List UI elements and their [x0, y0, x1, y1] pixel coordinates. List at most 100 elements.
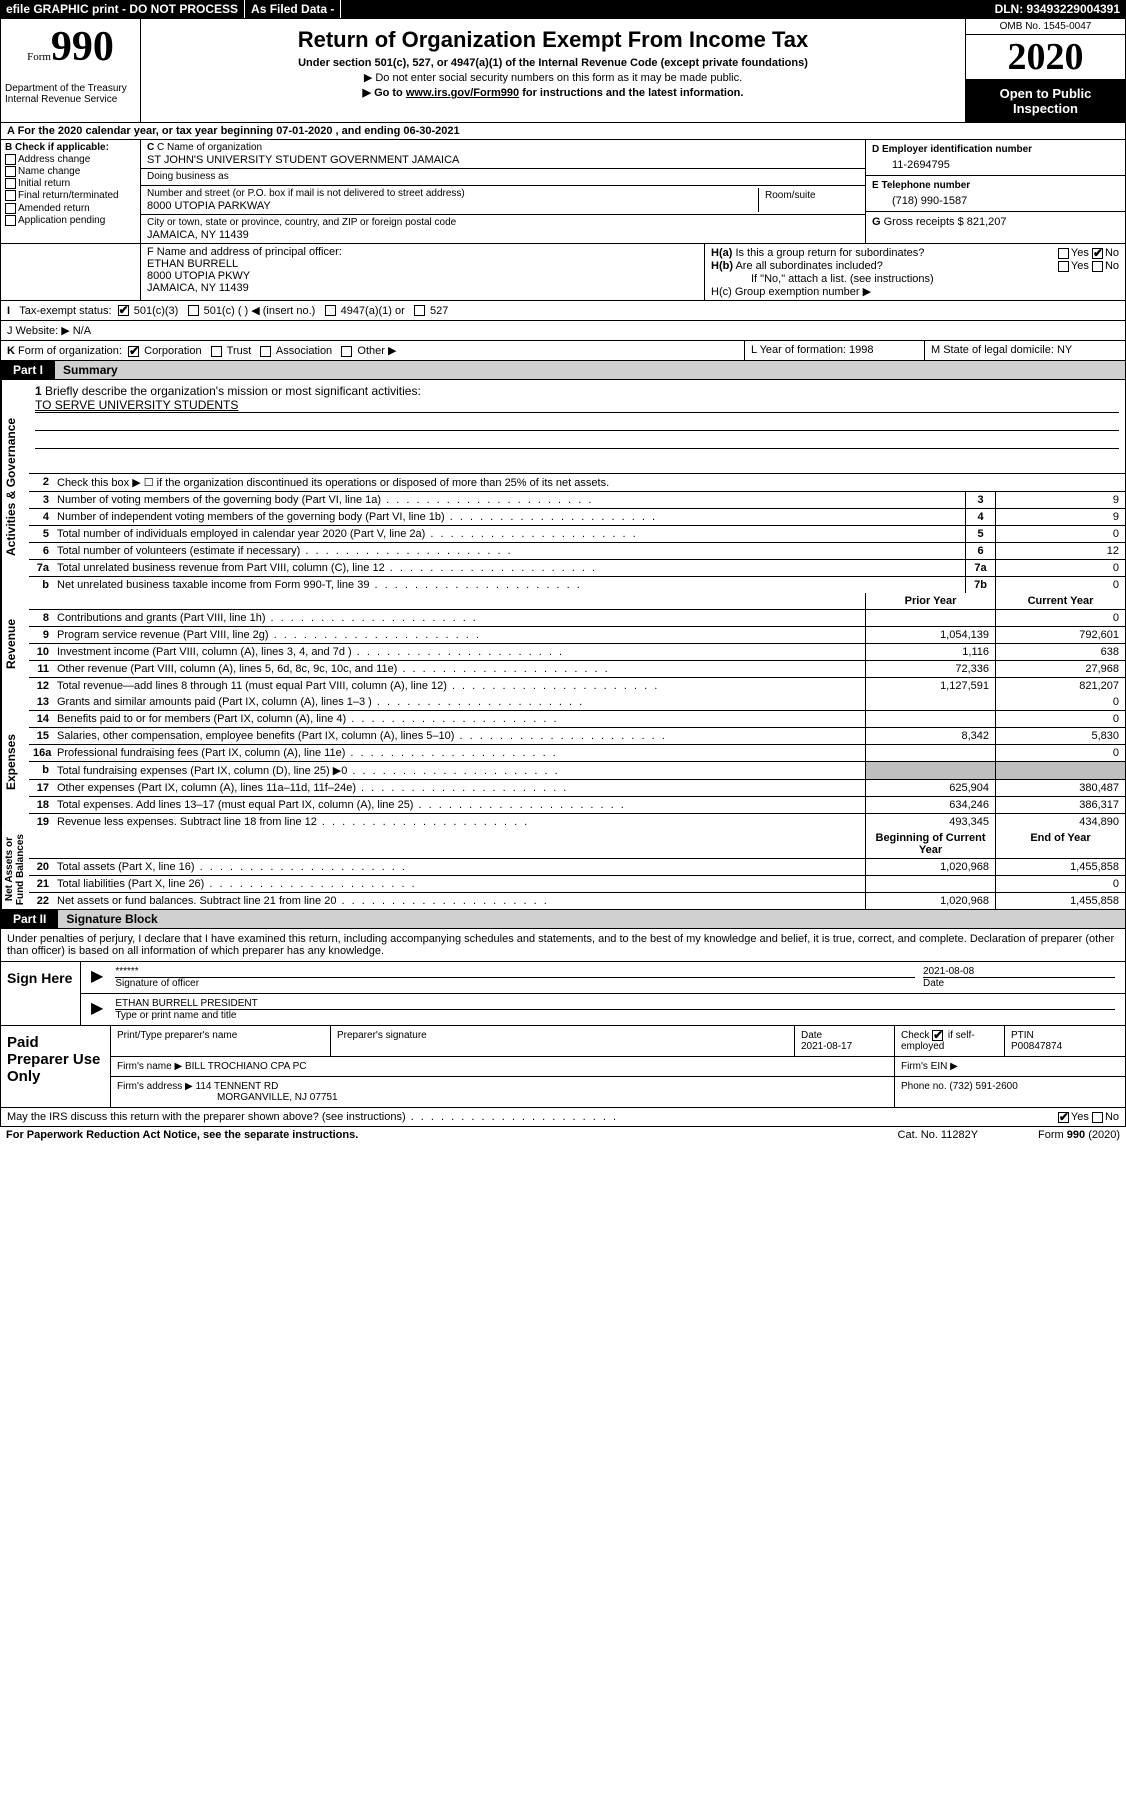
tel-lbl: E Telephone number [872, 180, 1119, 191]
m-state: M State of legal domicile: NY [925, 341, 1125, 360]
row-i: I Tax-exempt status: 501(c)(3) 501(c) ( … [0, 301, 1126, 321]
sig-stars: ****** [115, 966, 915, 977]
form-number: 990 [51, 24, 114, 70]
hb-lbl: H(b) Are all subordinates included? [711, 260, 1058, 272]
dba-lbl: Doing business as [147, 171, 859, 182]
firm-name: Firm's name ▶ BILL TROCHIANO CPA PC [111, 1057, 895, 1076]
addr-lbl: Number and street (or P.O. box if mail i… [147, 188, 758, 199]
prep-date: Date2021-08-17 [795, 1026, 895, 1056]
room-lbl: Room/suite [765, 190, 853, 201]
c-name: ST JOHN'S UNIVERSITY STUDENT GOVERNMENT … [147, 154, 859, 166]
row-j: J Website: ▶ N/A [0, 321, 1126, 341]
chk-amended[interactable]: Amended return [5, 203, 136, 214]
form-title: Return of Organization Exempt From Incom… [145, 27, 961, 53]
footer-right: Form 990 (2020) [1038, 1129, 1120, 1141]
chk-527[interactable] [414, 305, 425, 316]
footer-left: For Paperwork Reduction Act Notice, see … [6, 1129, 358, 1141]
gross: 821,207 [967, 216, 1007, 228]
paid-preparer-lbl: Paid Preparer Use Only [1, 1026, 111, 1107]
ha-lbl: H(a) Is this a group return for subordin… [711, 247, 1058, 259]
chk-corp[interactable] [128, 346, 139, 357]
discuss-yn[interactable]: Yes No [1058, 1111, 1119, 1123]
vtab-rev: Revenue [1, 593, 29, 694]
part2-title: Signature Block [58, 910, 1125, 928]
city-lbl: City or town, state or province, country… [147, 217, 859, 228]
discuss-row: May the IRS discuss this return with the… [0, 1108, 1126, 1127]
chk-address[interactable]: Address change [5, 154, 136, 165]
firm-addr: Firm's address ▶ 114 TENNENT RDMORGANVIL… [111, 1077, 895, 1107]
gross-lbl: G Gross receipts $ [872, 216, 967, 228]
efile-text: efile GRAPHIC print - DO NOT PROCESS [0, 0, 245, 18]
form-ssn-note: ▶ Do not enter social security numbers o… [145, 71, 961, 84]
part2-header: Part II Signature Block [0, 910, 1126, 929]
sign-here-lbl: Sign Here [1, 962, 81, 1025]
firm-phone: Phone no. (732) 591-2600 [895, 1077, 1125, 1107]
sig-declaration: Under penalties of perjury, I declare th… [1, 929, 1125, 961]
tel: (718) 990-1587 [872, 195, 1119, 207]
chk-name[interactable]: Name change [5, 166, 136, 177]
section-bcd: B Check if applicable: Address change Na… [0, 140, 1126, 244]
form-label: Form [27, 51, 51, 63]
sig-of-officer: Signature of officer [115, 977, 915, 989]
hb-yn[interactable]: Yes No [1058, 260, 1119, 272]
tax-year: 2020 [966, 35, 1125, 80]
sig-name: ETHAN BURRELL PRESIDENT [115, 998, 1115, 1009]
chk-501c[interactable] [188, 305, 199, 316]
chk-final[interactable]: Final return/terminated [5, 190, 136, 201]
f-addr2: JAMAICA, NY 11439 [147, 282, 698, 294]
form-header: Form990 Department of the Treasury Inter… [0, 18, 1126, 123]
prior-year-hdr: Prior Year [865, 593, 995, 609]
ha-yn[interactable]: Yes No [1058, 247, 1119, 259]
prep-selfemp[interactable]: Check if self-employed [895, 1026, 1005, 1056]
dln: DLN: 93493229004391 [989, 0, 1126, 18]
part1-tag: Part I [1, 361, 55, 379]
ein-lbl: D Employer identification number [872, 144, 1119, 155]
prep-name-hdr: Print/Type preparer's name [111, 1026, 331, 1056]
section-fh: F Name and address of principal officer:… [0, 244, 1126, 301]
sig-name-lbl: Type or print name and title [115, 1009, 1115, 1021]
hb-note: If "No," attach a list. (see instruction… [711, 273, 1119, 285]
part2-tag: Part II [1, 910, 58, 928]
signature-block: Under penalties of perjury, I declare th… [0, 929, 1126, 1108]
footer-mid: Cat. No. 11282Y [898, 1129, 979, 1141]
firm-ein: Firm's EIN ▶ [895, 1057, 1125, 1076]
omb: OMB No. 1545-0047 [966, 19, 1125, 35]
chk-assoc[interactable] [260, 346, 271, 357]
chk-initial[interactable]: Initial return [5, 178, 136, 189]
hc-lbl: H(c) Group exemption number ▶ [711, 285, 1119, 298]
city: JAMAICA, NY 11439 [147, 229, 859, 241]
row-klm: K Form of organization: Corporation Trus… [0, 341, 1126, 361]
mission-text: TO SERVE UNIVERSITY STUDENTS [35, 398, 1119, 413]
vtab-exp: Expenses [1, 694, 29, 830]
summary-revenue: Revenue Prior YearCurrent Year 8Contribu… [0, 593, 1126, 694]
addr: 8000 UTOPIA PARKWAY [147, 200, 758, 212]
row-a: A For the 2020 calendar year, or tax yea… [0, 123, 1126, 140]
chk-trust[interactable] [211, 346, 222, 357]
f-name: ETHAN BURRELL [147, 258, 698, 270]
part1-header: Part I Summary [0, 361, 1126, 380]
dept-text: Department of the Treasury Internal Reve… [5, 83, 136, 105]
chk-pending[interactable]: Application pending [5, 215, 136, 226]
open-inspection: Open to Public Inspection [966, 80, 1125, 122]
page-footer: For Paperwork Reduction Act Notice, see … [0, 1127, 1126, 1143]
sig-date: 2021-08-08 [923, 966, 1115, 977]
b-title: B Check if applicable: [5, 142, 136, 153]
q2: Check this box ▶ ☐ if the organization d… [53, 474, 1125, 491]
ein: 11-2694795 [872, 159, 1119, 171]
chk-other[interactable] [341, 346, 352, 357]
begin-year-hdr: Beginning of Current Year [865, 830, 995, 858]
chk-501c3[interactable] [118, 305, 129, 316]
prep-ptin: PTINP00847874 [1005, 1026, 1125, 1056]
l-year: L Year of formation: 1998 [745, 341, 925, 360]
c-name-lbl: C C Name of organization [147, 142, 859, 153]
efile-header: efile GRAPHIC print - DO NOT PROCESS As … [0, 0, 1126, 18]
form-goto: ▶ Go to www.irs.gov/Form990 for instruct… [145, 86, 961, 99]
summary-netassets: Net Assets or Fund Balances Beginning of… [0, 830, 1126, 910]
asfiled-text: As Filed Data - [245, 0, 341, 18]
f-addr1: 8000 UTOPIA PKWY [147, 270, 698, 282]
current-year-hdr: Current Year [995, 593, 1125, 609]
chk-4947[interactable] [325, 305, 336, 316]
summary-governance: Activities & Governance 1 Briefly descri… [0, 380, 1126, 593]
f-lbl: F Name and address of principal officer: [147, 246, 698, 258]
q1: 1 Briefly describe the organization's mi… [35, 384, 1119, 398]
